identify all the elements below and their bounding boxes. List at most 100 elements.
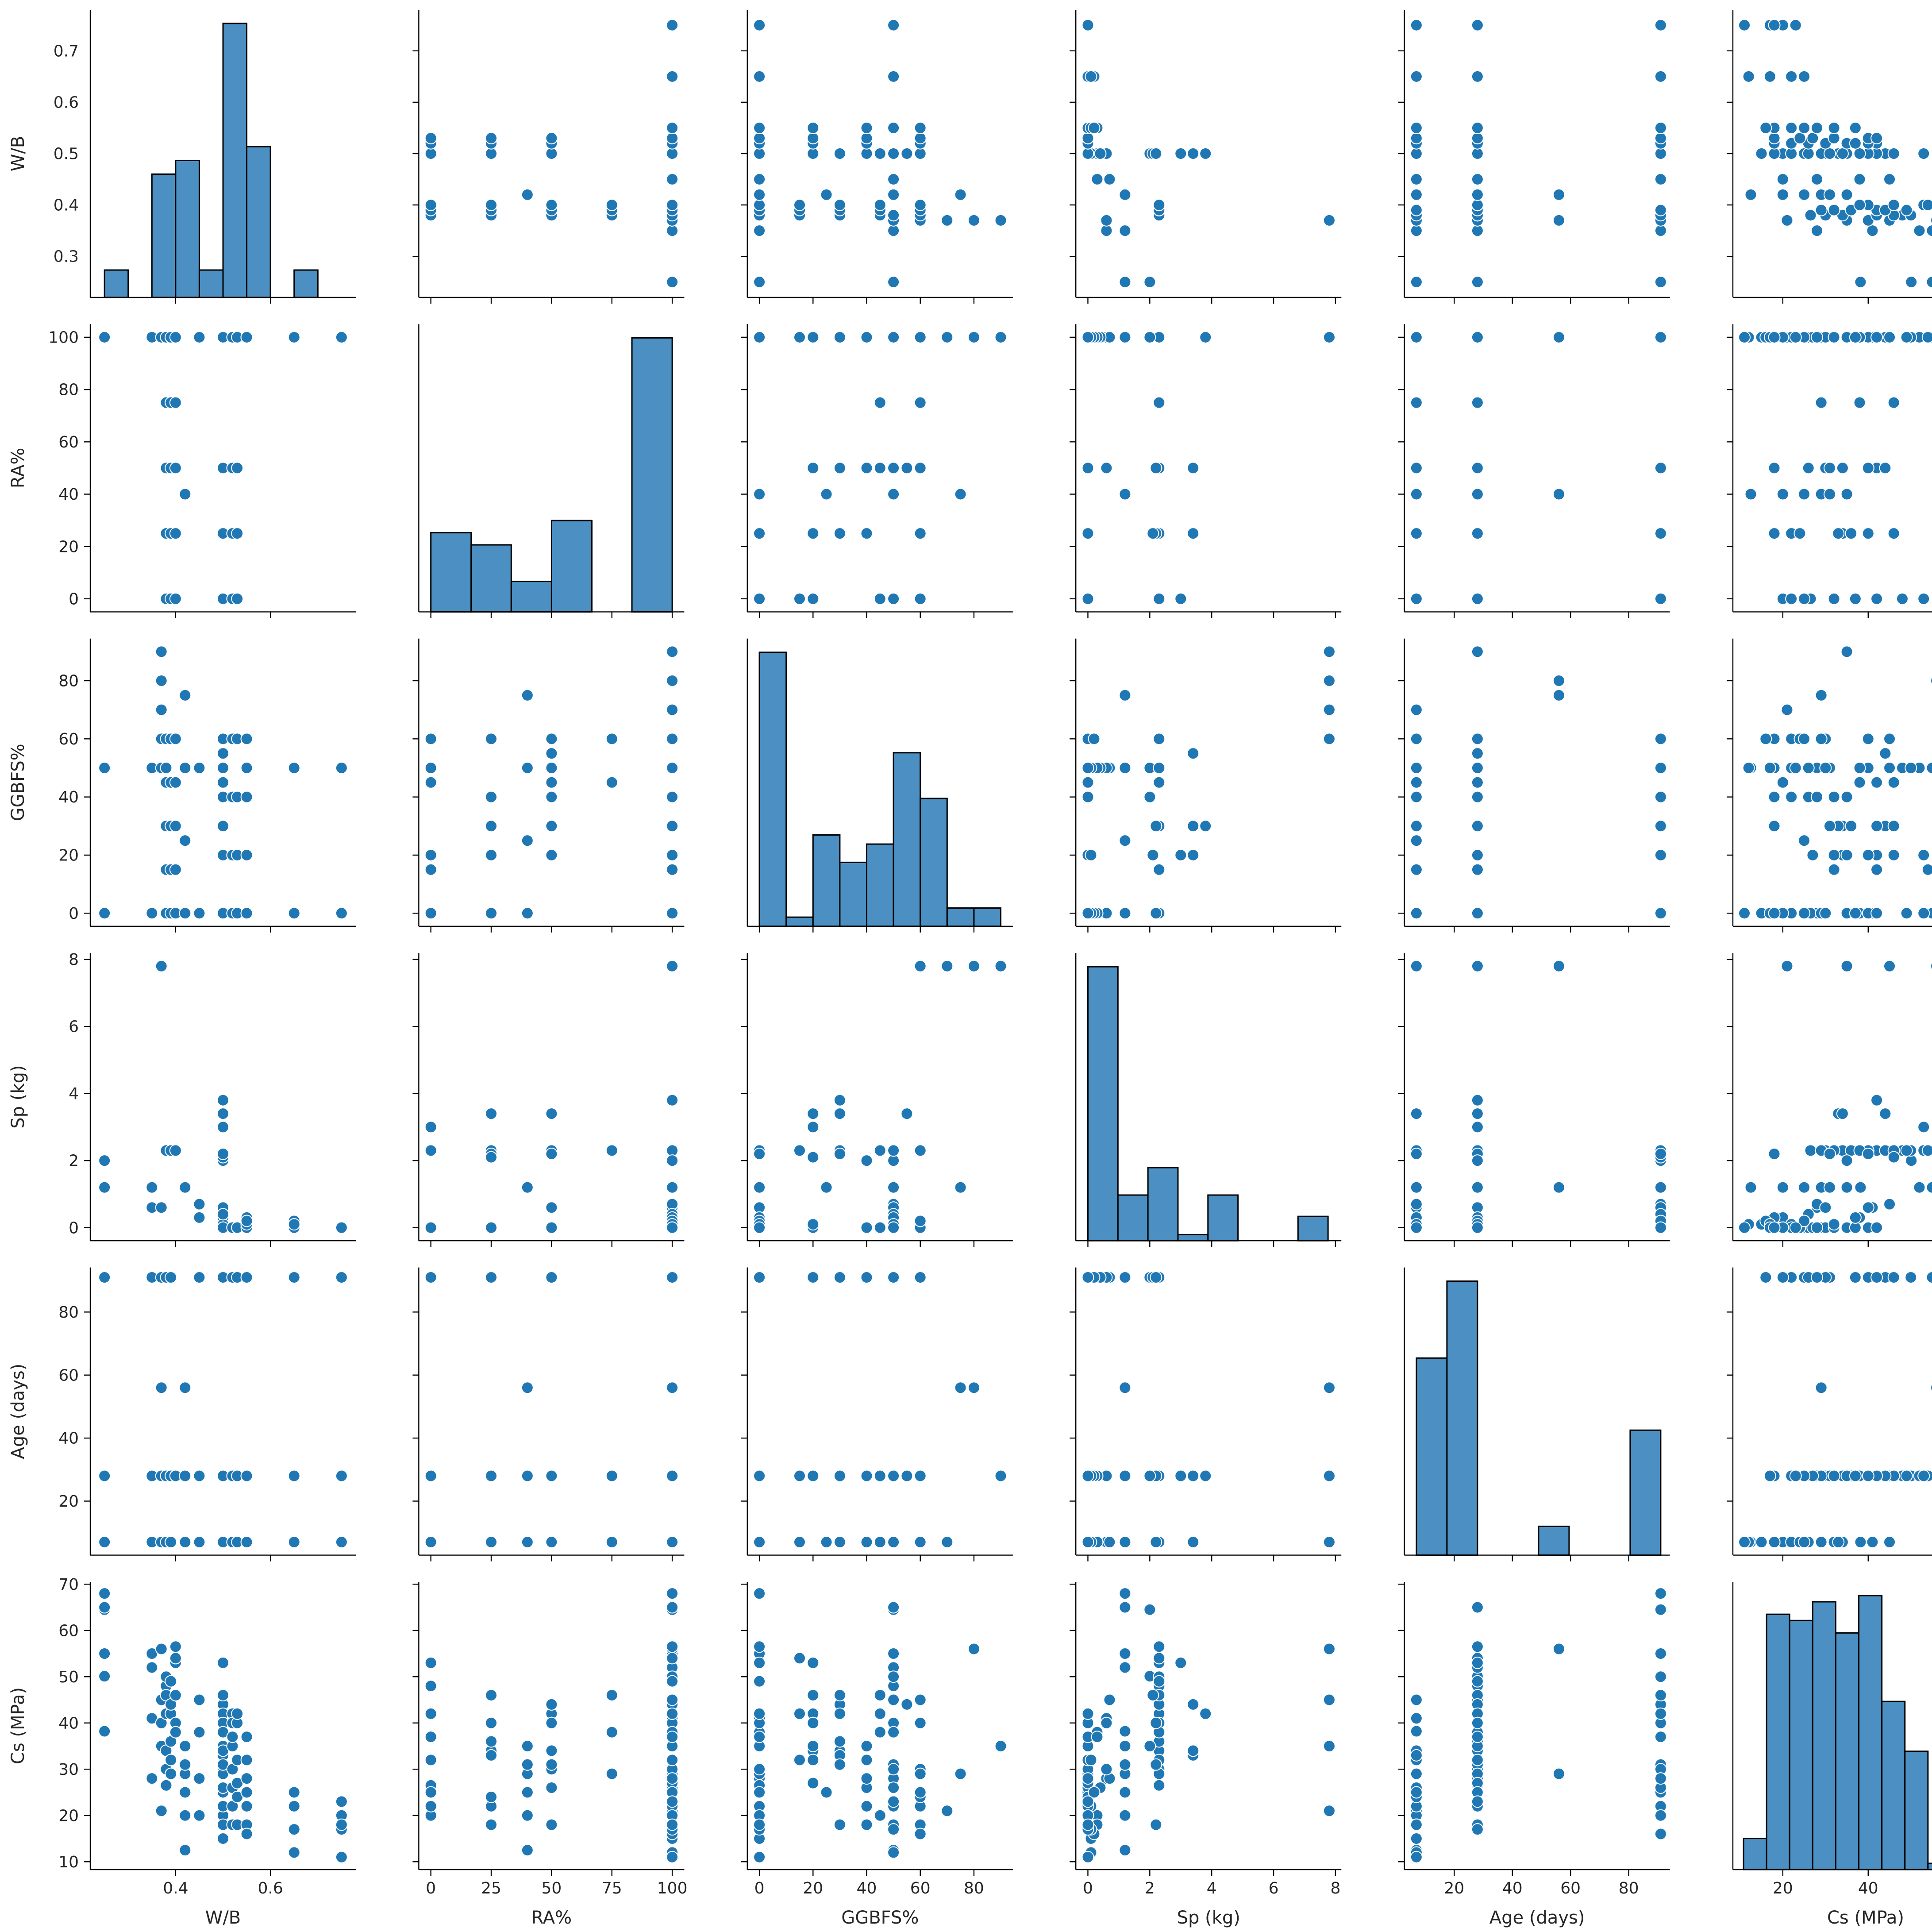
scatter-point-wb-gg-80 (887, 121, 900, 134)
scatter-point-cs-gg-68 (807, 1739, 820, 1752)
scatter-point-wb-cs-12 (1781, 214, 1793, 227)
scatter-point-sp-wb-42 (193, 1198, 206, 1211)
scatter-point-wb-age-0 (1410, 276, 1423, 289)
scatter-point-ra-wb-91 (335, 331, 348, 343)
scatter-point-gg-wb-42 (193, 761, 206, 774)
scatter-point-ra-wb-28 (169, 592, 182, 605)
panel-gg-vs-age (1398, 638, 1670, 933)
scatter-point-sp-cs-6 (1913, 1181, 1926, 1194)
scatter-point-ra-gg-31 (874, 396, 886, 409)
scatter-point-cs-age-78 (1471, 1754, 1484, 1766)
scatter-point-cs-ra-79 (666, 1772, 679, 1785)
scatter-point-cs-ra-44 (424, 1656, 437, 1669)
scatter-point-sp-cs-46 (1879, 1107, 1892, 1120)
scatter-point-cs-ra-31 (605, 1726, 618, 1739)
scatter-point-gg-wb-39 (179, 907, 192, 920)
panel-ra-vs-cs (1727, 324, 1932, 618)
scatter-point-gg-ra-47 (666, 820, 679, 833)
scatter-point-ra-cs-79 (1811, 331, 1824, 343)
scatter-point-wb-gg-90 (887, 19, 900, 31)
scatter-point-gg-wb-43 (193, 907, 206, 920)
y-tick-label: 80 (58, 672, 79, 690)
scatter-point-cs-wb-5 (98, 1601, 111, 1614)
scatter-point-wb-cs-87 (1738, 19, 1751, 31)
scatter-point-gg-cs-78 (1828, 848, 1840, 861)
scatter-point-wb-cs-72 (1828, 132, 1840, 145)
scatter-point-cs-ra-5 (666, 1601, 679, 1614)
scatter-point-cs-gg-73 (753, 1707, 766, 1720)
scatter-point-cs-wb-29 (169, 1689, 182, 1702)
scatter-point-wb-sp-60 (1081, 147, 1094, 160)
scatter-point-cs-age-77 (1410, 1786, 1423, 1799)
hist-bar-sp-2 (1147, 1167, 1179, 1242)
scatter-point-age-ra-73 (424, 1271, 437, 1284)
x-tick-label: 0 (754, 1879, 765, 1897)
scatter-point-wb-gg-29 (833, 199, 846, 212)
scatter-point-wb-cs-37 (1776, 188, 1789, 201)
scatter-point-gg-ra-10 (666, 645, 679, 658)
scatter-point-sp-wb-47 (217, 1094, 229, 1107)
scatter-point-gg-age-35 (1552, 689, 1565, 702)
scatter-point-wb-ra-61 (545, 147, 558, 160)
scatter-point-sp-gg-78 (807, 1218, 820, 1231)
scatter-point-ra-gg-82 (914, 331, 927, 343)
scatter-point-age-gg-90 (887, 1469, 900, 1482)
scatter-point-sp-wb-43 (193, 1211, 206, 1224)
x-tick-label: 0 (426, 1879, 436, 1897)
scatter-point-gg-sp-45 (1187, 820, 1200, 833)
scatter-point-gg-cs-75 (1806, 848, 1819, 861)
scatter-point-wb-gg-79 (860, 121, 873, 134)
scatter-point-wb-gg-51 (860, 147, 873, 160)
scatter-point-gg-wb-79 (240, 790, 253, 803)
scatter-point-gg-cs-10 (1840, 645, 1853, 658)
scatter-point-cs-ra-87 (666, 1851, 679, 1863)
scatter-point-ra-cs-87 (1738, 331, 1751, 343)
scatter-point-wb-age-42 (1654, 173, 1667, 186)
scatter-point-cs-sp-73 (1081, 1707, 1094, 1720)
scatter-point-cs-sp-88 (1081, 1795, 1094, 1808)
scatter-point-age-wb-81 (240, 1469, 253, 1482)
scatter-point-cs-wb-1 (98, 1670, 111, 1683)
scatter-point-wb-sp-44 (1174, 147, 1187, 160)
scatter-point-sp-ra-45 (485, 1107, 498, 1120)
scatter-point-cs-sp-55 (1147, 1689, 1159, 1702)
scatter-point-gg-sp-79 (1081, 790, 1094, 803)
scatter-point-gg-wb-11 (155, 675, 168, 687)
scatter-point-cs-gg-30 (914, 1716, 927, 1729)
scatter-point-ra-gg-45 (833, 527, 846, 540)
panel-wb-vs-cs (1727, 10, 1932, 304)
scatter-point-cs-ra-22 (424, 1754, 437, 1766)
y-tick-label: 60 (58, 1622, 79, 1640)
scatter-point-cs-gg-72 (860, 1754, 873, 1766)
scatter-point-cs-gg-74 (860, 1818, 873, 1831)
scatter-point-ra-age-73 (1654, 592, 1667, 605)
scatter-point-age-gg-66 (914, 1469, 927, 1482)
scatter-point-ra-age-89 (1654, 331, 1667, 343)
scatter-point-sp-gg-91 (753, 1221, 766, 1234)
scatter-point-cs-gg-4 (753, 1587, 766, 1600)
scatter-point-wb-gg-21 (887, 209, 900, 222)
scatter-point-age-gg-74 (860, 1536, 873, 1549)
scatter-point-ra-cs-76 (1849, 331, 1862, 343)
scatter-point-sp-gg-31 (874, 1144, 886, 1157)
scatter-point-wb-cs-61 (1823, 147, 1836, 160)
scatter-point-sp-wb-5 (98, 1181, 111, 1194)
scatter-point-ra-sp-71 (1081, 527, 1094, 540)
scatter-point-ra-wb-31 (169, 396, 182, 409)
scatter-point-gg-ra-45 (485, 820, 498, 833)
scatter-point-cs-wb-38 (179, 1844, 192, 1857)
scatter-point-sp-cs-0 (1854, 1181, 1867, 1194)
x-axis-label-cs: Cs (MPa) (1827, 1908, 1904, 1928)
scatter-point-sp-cs-14 (1862, 1201, 1874, 1214)
scatter-point-gg-cs-61 (1823, 820, 1836, 833)
scatter-point-cs-ra-70 (545, 1716, 558, 1729)
scatter-point-ra-wb-74 (231, 462, 244, 474)
scatter-point-wb-age-80 (1410, 121, 1423, 134)
scatter-point-gg-cs-91 (1768, 907, 1781, 920)
scatter-point-sp-ra-57 (545, 1107, 558, 1120)
y-tick-label: 60 (58, 433, 79, 451)
scatter-point-cs-age-70 (1471, 1716, 1484, 1729)
scatter-point-age-ra-74 (545, 1536, 558, 1549)
scatter-point-cs-sp-39 (1119, 1739, 1131, 1752)
scatter-point-wb-sp-9 (1100, 224, 1113, 237)
